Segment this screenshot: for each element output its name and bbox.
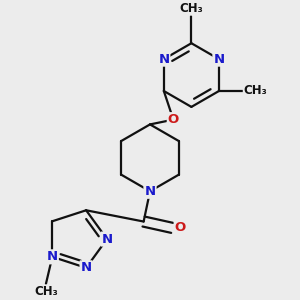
Text: CH₃: CH₃ [179, 2, 203, 15]
Text: N: N [101, 232, 112, 245]
Text: N: N [213, 52, 224, 66]
Text: CH₃: CH₃ [34, 285, 58, 298]
Text: O: O [175, 221, 186, 234]
Text: N: N [47, 250, 58, 263]
Text: CH₃: CH₃ [244, 85, 268, 98]
Text: N: N [158, 52, 169, 66]
Text: N: N [80, 261, 92, 274]
Text: O: O [168, 113, 179, 126]
Text: N: N [144, 185, 156, 198]
